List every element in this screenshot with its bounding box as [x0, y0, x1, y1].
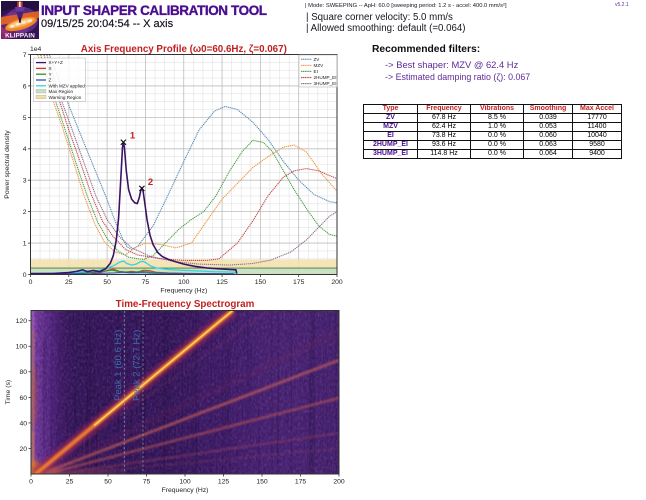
svg-text:75: 75	[142, 279, 150, 286]
svg-text:0: 0	[29, 479, 33, 486]
svg-text:Frequency (Hz): Frequency (Hz)	[162, 487, 209, 494]
svg-text:6: 6	[23, 83, 27, 90]
svg-text:20: 20	[19, 446, 27, 453]
svg-text:7: 7	[23, 52, 27, 59]
svg-text:100: 100	[178, 279, 190, 286]
svg-text:80: 80	[19, 369, 27, 376]
svg-text:MZV: MZV	[314, 63, 325, 68]
svg-text:KLIPPAIN: KLIPPAIN	[5, 33, 35, 39]
svg-text:125: 125	[218, 479, 230, 486]
svg-text:40: 40	[19, 420, 27, 427]
svg-text:150: 150	[256, 479, 268, 486]
svg-text:Axis Frequency Profile (ω0=60.: Axis Frequency Profile (ω0=60.6Hz, ζ=0.0…	[81, 44, 287, 55]
svg-text:EI: EI	[314, 69, 318, 74]
svg-text:2: 2	[23, 209, 27, 216]
svg-text:1: 1	[23, 241, 27, 248]
svg-text:2HUMP_EI: 2HUMP_EI	[314, 75, 337, 80]
svg-text:25: 25	[66, 479, 74, 486]
svg-text:200: 200	[331, 279, 343, 286]
svg-text:Max Region: Max Region	[49, 89, 74, 94]
svg-text:25: 25	[65, 279, 73, 286]
svg-text:X: X	[49, 66, 52, 71]
svg-text:50: 50	[103, 279, 111, 286]
svg-text:175: 175	[295, 479, 307, 486]
svg-text:120: 120	[16, 318, 28, 325]
svg-text:100: 100	[16, 344, 28, 351]
svg-text:Peak 2 (72.7 Hz): Peak 2 (72.7 Hz)	[132, 330, 143, 401]
svg-text:Time-Frequency Spectrogram: Time-Frequency Spectrogram	[116, 299, 255, 310]
svg-text:Power spectral density: Power spectral density	[4, 130, 11, 199]
svg-text:Y: Y	[49, 72, 52, 77]
svg-text:3HUMP_EI: 3HUMP_EI	[314, 81, 337, 86]
svg-text:Z: Z	[49, 78, 52, 83]
svg-text:ZV: ZV	[314, 57, 321, 62]
svg-text:75: 75	[143, 479, 151, 486]
svg-text:200: 200	[333, 479, 345, 486]
svg-text:2: 2	[148, 177, 153, 188]
svg-text:60: 60	[19, 395, 27, 402]
svg-text:3: 3	[23, 178, 27, 185]
svg-text:Warning Region: Warning Region	[49, 95, 82, 100]
svg-text:Peak 1 (60.6 Hz): Peak 1 (60.6 Hz)	[113, 330, 124, 401]
svg-text:With MZV applied: With MZV applied	[49, 83, 86, 88]
svg-text:50: 50	[104, 479, 112, 486]
svg-text:125: 125	[216, 279, 228, 286]
svg-text:150: 150	[255, 279, 267, 286]
svg-text:Frequency (Hz): Frequency (Hz)	[160, 288, 207, 295]
svg-text:175: 175	[293, 279, 305, 286]
svg-text:X+Y+Z: X+Y+Z	[49, 60, 63, 65]
svg-text:1e4: 1e4	[30, 46, 42, 53]
svg-text:5: 5	[23, 115, 27, 122]
svg-text:1: 1	[130, 131, 136, 142]
svg-text:4: 4	[23, 146, 27, 153]
svg-text:100: 100	[179, 479, 191, 486]
svg-text:Time (s): Time (s)	[5, 380, 12, 405]
svg-text:0: 0	[23, 272, 27, 279]
svg-text:0: 0	[29, 279, 33, 286]
